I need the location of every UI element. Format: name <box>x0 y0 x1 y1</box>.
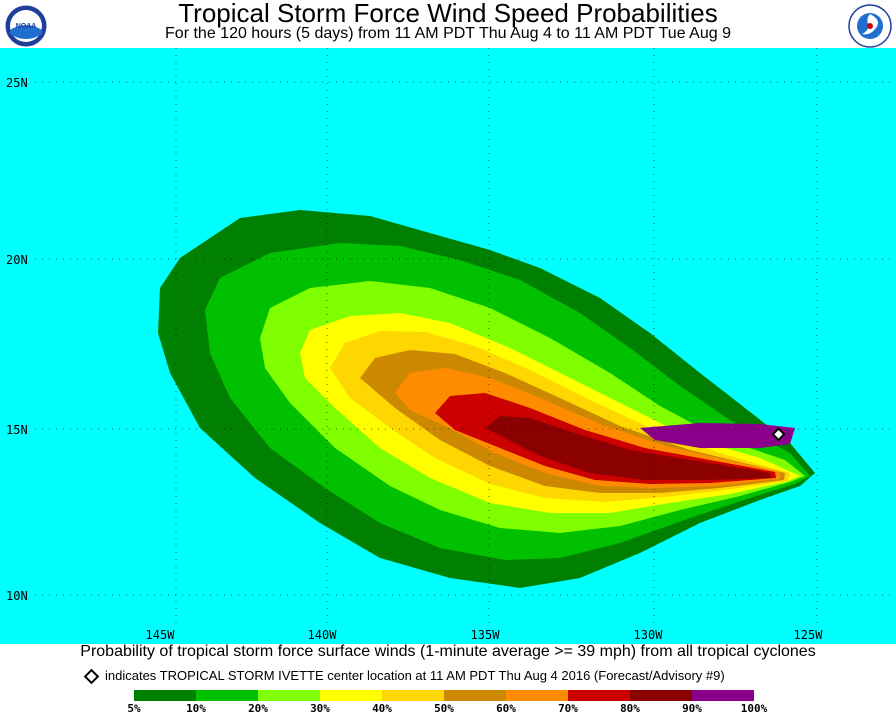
legend-swatch <box>196 690 258 701</box>
legend-swatch <box>568 690 630 701</box>
lon-label-145w: 145W <box>145 628 175 642</box>
legend-label: 20% <box>248 702 268 715</box>
page-subtitle: For the 120 hours (5 days) from 11 AM PD… <box>165 25 731 42</box>
lat-label-25n: 25N <box>6 76 28 90</box>
lon-grid <box>175 48 818 628</box>
lon-label-130w: 130W <box>633 628 663 642</box>
storm-center-diamond-icon <box>83 668 100 684</box>
probability-contours <box>158 210 815 588</box>
legend-label: 5% <box>127 702 141 715</box>
lat-label-15n: 15N <box>6 423 28 437</box>
storm-center-marker <box>771 427 786 442</box>
legend-swatch <box>692 690 754 701</box>
legend-swatch <box>134 690 196 701</box>
legend-label: 30% <box>310 702 330 715</box>
contour-80 <box>485 416 771 480</box>
probability-map <box>0 48 896 644</box>
center-location-text: indicates TROPICAL STORM IVETTE center l… <box>105 668 725 683</box>
lon-label-135w: 135W <box>470 628 500 642</box>
legend-label: 50% <box>434 702 454 715</box>
lat-label-20n: 20N <box>6 253 28 267</box>
probability-legend <box>134 690 754 701</box>
lat-label-10n: 10N <box>6 589 28 603</box>
legend-label: 70% <box>558 702 578 715</box>
legend-label: 10% <box>186 702 206 715</box>
lon-label-140w: 140W <box>307 628 337 642</box>
legend-label: 100% <box>740 702 768 715</box>
svg-text:NOAA: NOAA <box>16 23 37 30</box>
legend-swatch <box>382 690 444 701</box>
page-title: Tropical Storm Force Wind Speed Probabil… <box>178 0 718 28</box>
legend-label: 40% <box>372 702 392 715</box>
legend-swatch <box>320 690 382 701</box>
noaa-logo-icon: NOAA <box>4 4 48 48</box>
probability-caption: Probability of tropical storm force surf… <box>80 643 816 660</box>
lon-label-125w: 125W <box>793 628 823 642</box>
legend-swatch <box>444 690 506 701</box>
legend-swatch <box>258 690 320 701</box>
center-location-note: indicates TROPICAL STORM IVETTE center l… <box>83 668 725 684</box>
legend-label: 60% <box>496 702 516 715</box>
legend-swatch <box>506 690 568 701</box>
legend-swatch <box>630 690 692 701</box>
legend-label: 80% <box>620 702 640 715</box>
nws-logo-icon <box>848 4 892 48</box>
legend-label: 90% <box>682 702 702 715</box>
